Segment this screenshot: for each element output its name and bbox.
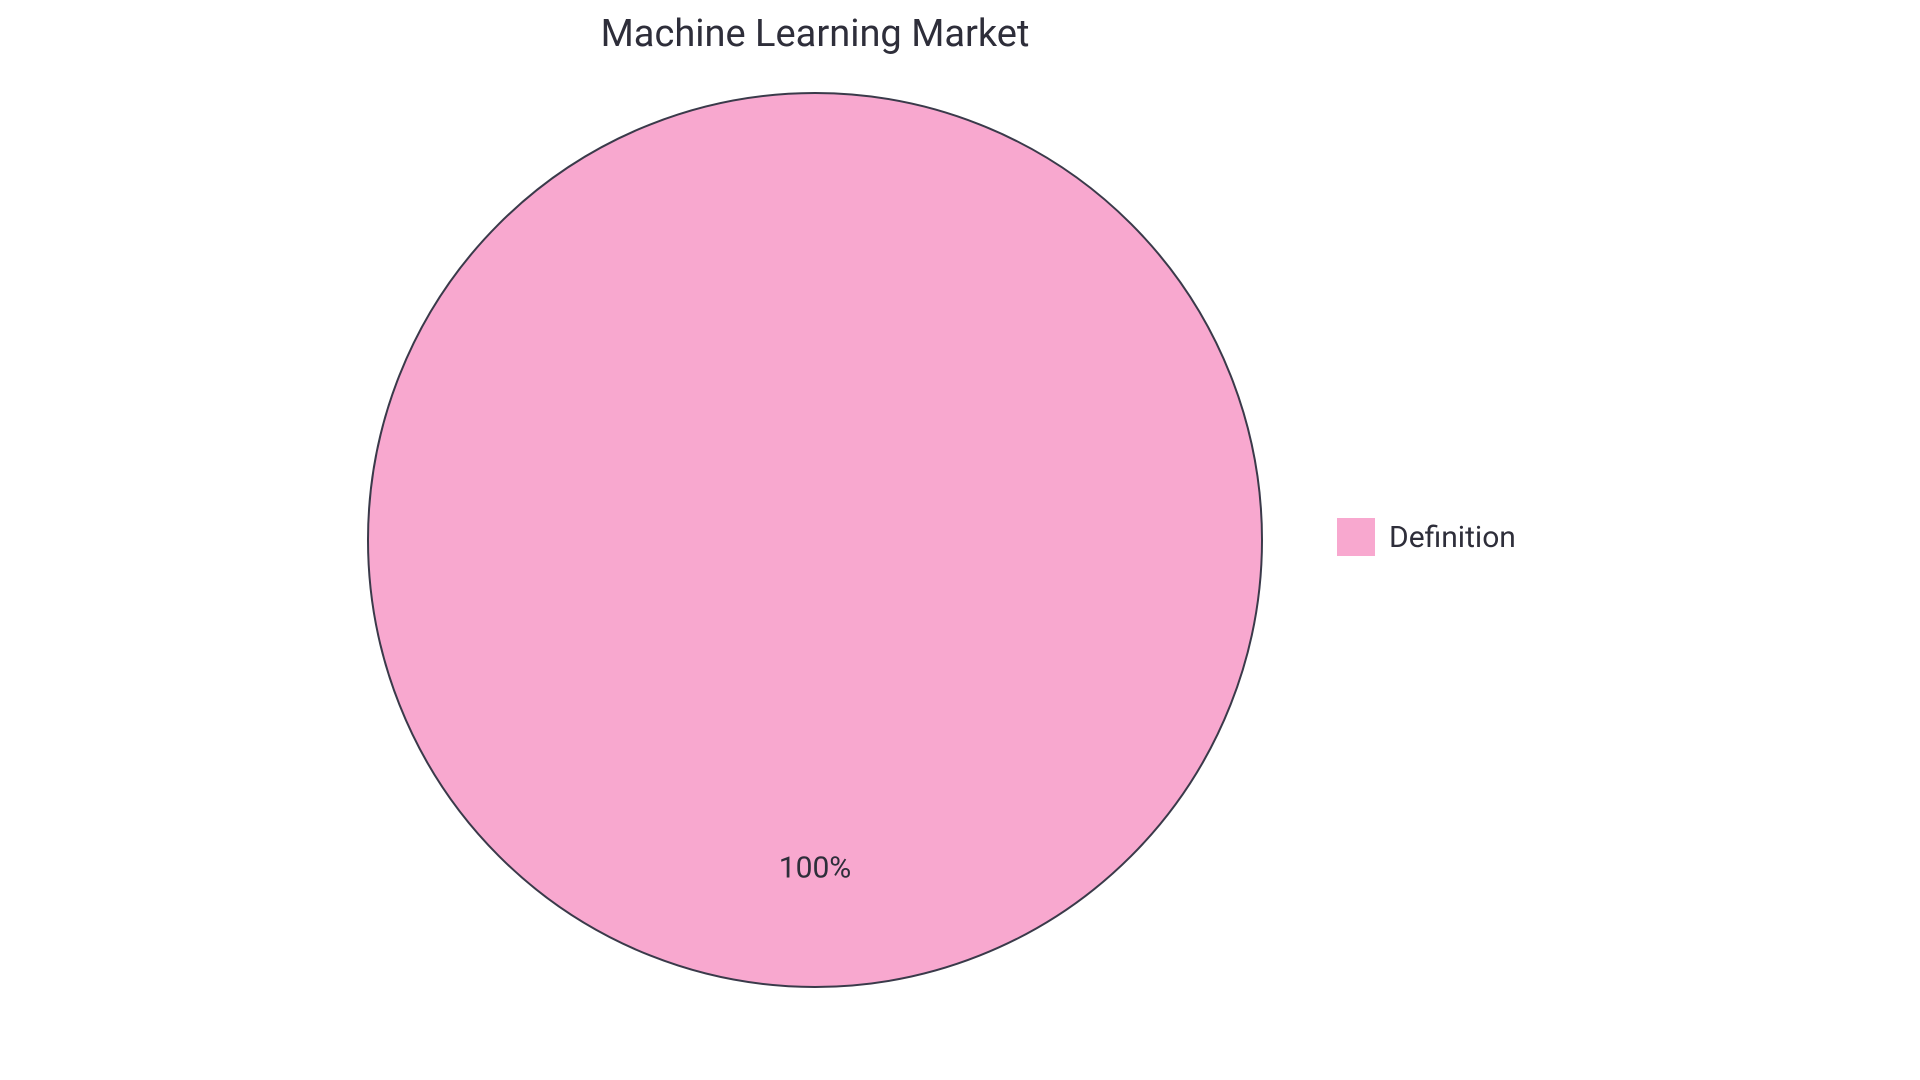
slice-percent-label: 100%: [779, 851, 852, 886]
chart-title: Machine Learning Market: [601, 12, 1030, 56]
legend: Definition: [1337, 518, 1516, 556]
legend-label-0: Definition: [1389, 520, 1516, 555]
pie-chart-container: Machine Learning Market 100% Definition: [0, 0, 1920, 1080]
legend-swatch-0: [1337, 518, 1375, 556]
